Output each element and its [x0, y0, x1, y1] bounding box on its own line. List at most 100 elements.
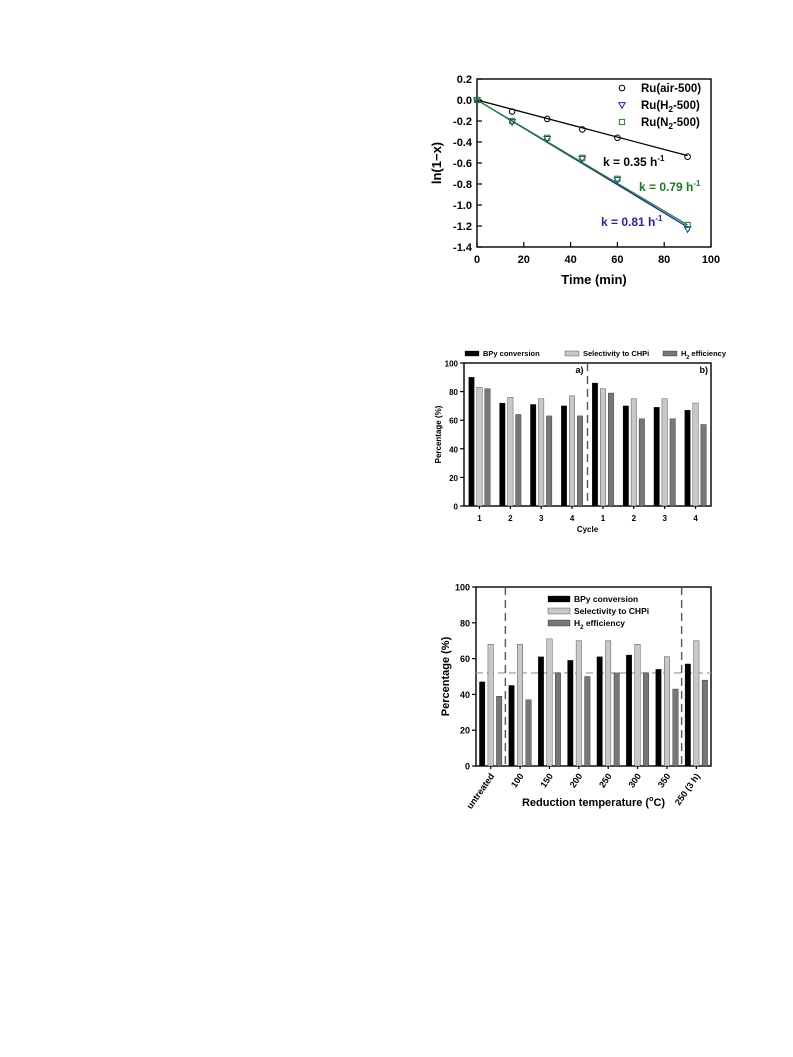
legend-swatch-2 — [547, 619, 571, 627]
legend-entry-2-text-rest: efficiency — [583, 618, 625, 628]
bar-series-1 — [605, 640, 612, 767]
legend-marker-2 — [618, 118, 626, 126]
rate-constant-annotation-0: k = 0.35 h-1 — [603, 154, 665, 169]
y-tick-label: 0.0 — [457, 95, 472, 107]
x-tick-label: 3 — [662, 514, 667, 523]
y-axis-label: Percentage (%) — [434, 405, 443, 463]
rate-constant-text: k = 0.35 h — [603, 155, 657, 169]
rate-constant-superscript: -1 — [655, 214, 663, 223]
y-tick-label: 60 — [460, 654, 470, 664]
bar-series-2 — [546, 415, 553, 507]
bar-series-0 — [655, 669, 662, 767]
legend-entry-1-subscript: 2 — [668, 105, 673, 114]
bar-series-1 — [575, 640, 582, 767]
bar-series-0 — [684, 410, 691, 507]
y-tick-label: -0.2 — [453, 116, 472, 128]
bar-series-0 — [508, 685, 515, 767]
bar-series-2 — [638, 418, 645, 507]
bar-series-2 — [584, 676, 591, 767]
legend-swatch-2 — [662, 350, 678, 357]
x-tick-label: 350 — [656, 771, 673, 789]
x-tick-label: 60 — [611, 254, 623, 266]
legend-entry-1: Selectivity to CHPi — [583, 349, 649, 358]
y-tick-label: 20 — [460, 726, 470, 736]
data-point-series-0 — [614, 134, 621, 142]
bar-series-0 — [538, 656, 544, 767]
data-point-series-0 — [543, 115, 551, 123]
x-axis-label-text: Reduction temperature ( — [522, 797, 649, 809]
x-tick-label: 3 — [539, 514, 544, 523]
y-tick-label: 100 — [455, 583, 470, 593]
legend-entry-2-text: Ru(N — [641, 117, 668, 129]
y-tick-label: 80 — [449, 388, 458, 397]
y-tick-label: -1.0 — [453, 200, 472, 212]
fit-line-0 — [476, 99, 688, 157]
bar-series-1 — [546, 638, 553, 767]
x-tick-label: 100 — [702, 254, 720, 266]
bar-series-1 — [517, 644, 523, 767]
legend-entry-0: BPy conversion — [574, 594, 638, 604]
bar-series-2 — [496, 696, 503, 767]
bar-series-0 — [561, 405, 567, 507]
bar-series-1 — [634, 644, 641, 767]
bar-series-2 — [555, 672, 561, 767]
y-tick-label: 0.2 — [457, 74, 472, 86]
bar-series-2 — [484, 388, 491, 507]
y-tick-label: 0 — [465, 762, 470, 772]
data-point-series-1 — [613, 176, 622, 185]
bar-series-2 — [672, 688, 679, 767]
data-point-series-1 — [578, 155, 587, 164]
legend-swatch-1 — [564, 350, 580, 357]
data-point-series-0 — [508, 108, 516, 115]
y-tick-label: 20 — [449, 474, 458, 483]
x-tick-label: 100 — [509, 771, 526, 789]
bar-series-2 — [613, 672, 620, 767]
bar-series-1 — [664, 656, 670, 767]
x-axis-label-rest: C) — [653, 797, 665, 809]
panel-label: a) — [575, 365, 583, 375]
rate-constant-text: k = 0.79 h — [639, 180, 693, 194]
legend-marker-1 — [617, 102, 627, 110]
y-tick-label: 40 — [449, 445, 458, 454]
legend-marker-0 — [618, 84, 626, 92]
legend-entry-2-subscript: 2 — [580, 625, 584, 631]
x-tick-label: 4 — [693, 514, 698, 523]
y-axis-label: ln(1−x) — [429, 142, 444, 184]
bar-series-2 — [669, 418, 676, 507]
data-point-series-1 — [683, 226, 692, 234]
x-tick-label: 250 — [597, 771, 614, 789]
legend-entry-0: Ru(air-500) — [641, 83, 701, 95]
rate-constant-annotation-2: k = 0.81 h-1 — [601, 214, 663, 229]
x-tick-label: untreated — [465, 771, 497, 810]
y-tick-label: -1.4 — [453, 242, 473, 254]
legend-swatch-0 — [547, 595, 571, 603]
bar-series-2 — [515, 414, 522, 507]
rate-constant-annotation-1: k = 0.79 h-1 — [639, 179, 701, 194]
bar-series-2 — [608, 392, 614, 507]
x-tick-label: 300 — [626, 771, 643, 789]
legend-entry-1: Ru(H2-500) — [641, 100, 700, 114]
bar-series-0 — [468, 377, 475, 507]
data-point-series-2 — [614, 175, 621, 182]
bar-series-2 — [525, 699, 532, 767]
panel-label: b) — [700, 365, 709, 375]
x-tick-label: 1 — [601, 514, 606, 523]
data-point-series-2 — [544, 134, 551, 141]
legend-entry-2: Ru(N2-500) — [641, 117, 700, 131]
data-point-series-2 — [509, 117, 516, 125]
legend-entry-1: Selectivity to CHPi — [574, 606, 649, 616]
legend-entry-0: BPy conversion — [483, 349, 540, 358]
x-tick-label: 20 — [518, 254, 530, 266]
bar-series-0 — [479, 681, 486, 767]
data-point-series-0 — [579, 126, 586, 133]
x-tick-label: 200 — [568, 771, 585, 789]
bar-series-0 — [622, 405, 629, 507]
x-tick-label: 80 — [658, 254, 670, 266]
y-tick-label: 60 — [449, 417, 458, 426]
legend-entry-2: H2 efficiency — [574, 618, 625, 631]
bar-series-0 — [596, 656, 603, 767]
legend-entry-1-text: Selectivity to CHPi — [583, 349, 649, 358]
legend-entry-0-text: BPy conversion — [483, 349, 540, 358]
